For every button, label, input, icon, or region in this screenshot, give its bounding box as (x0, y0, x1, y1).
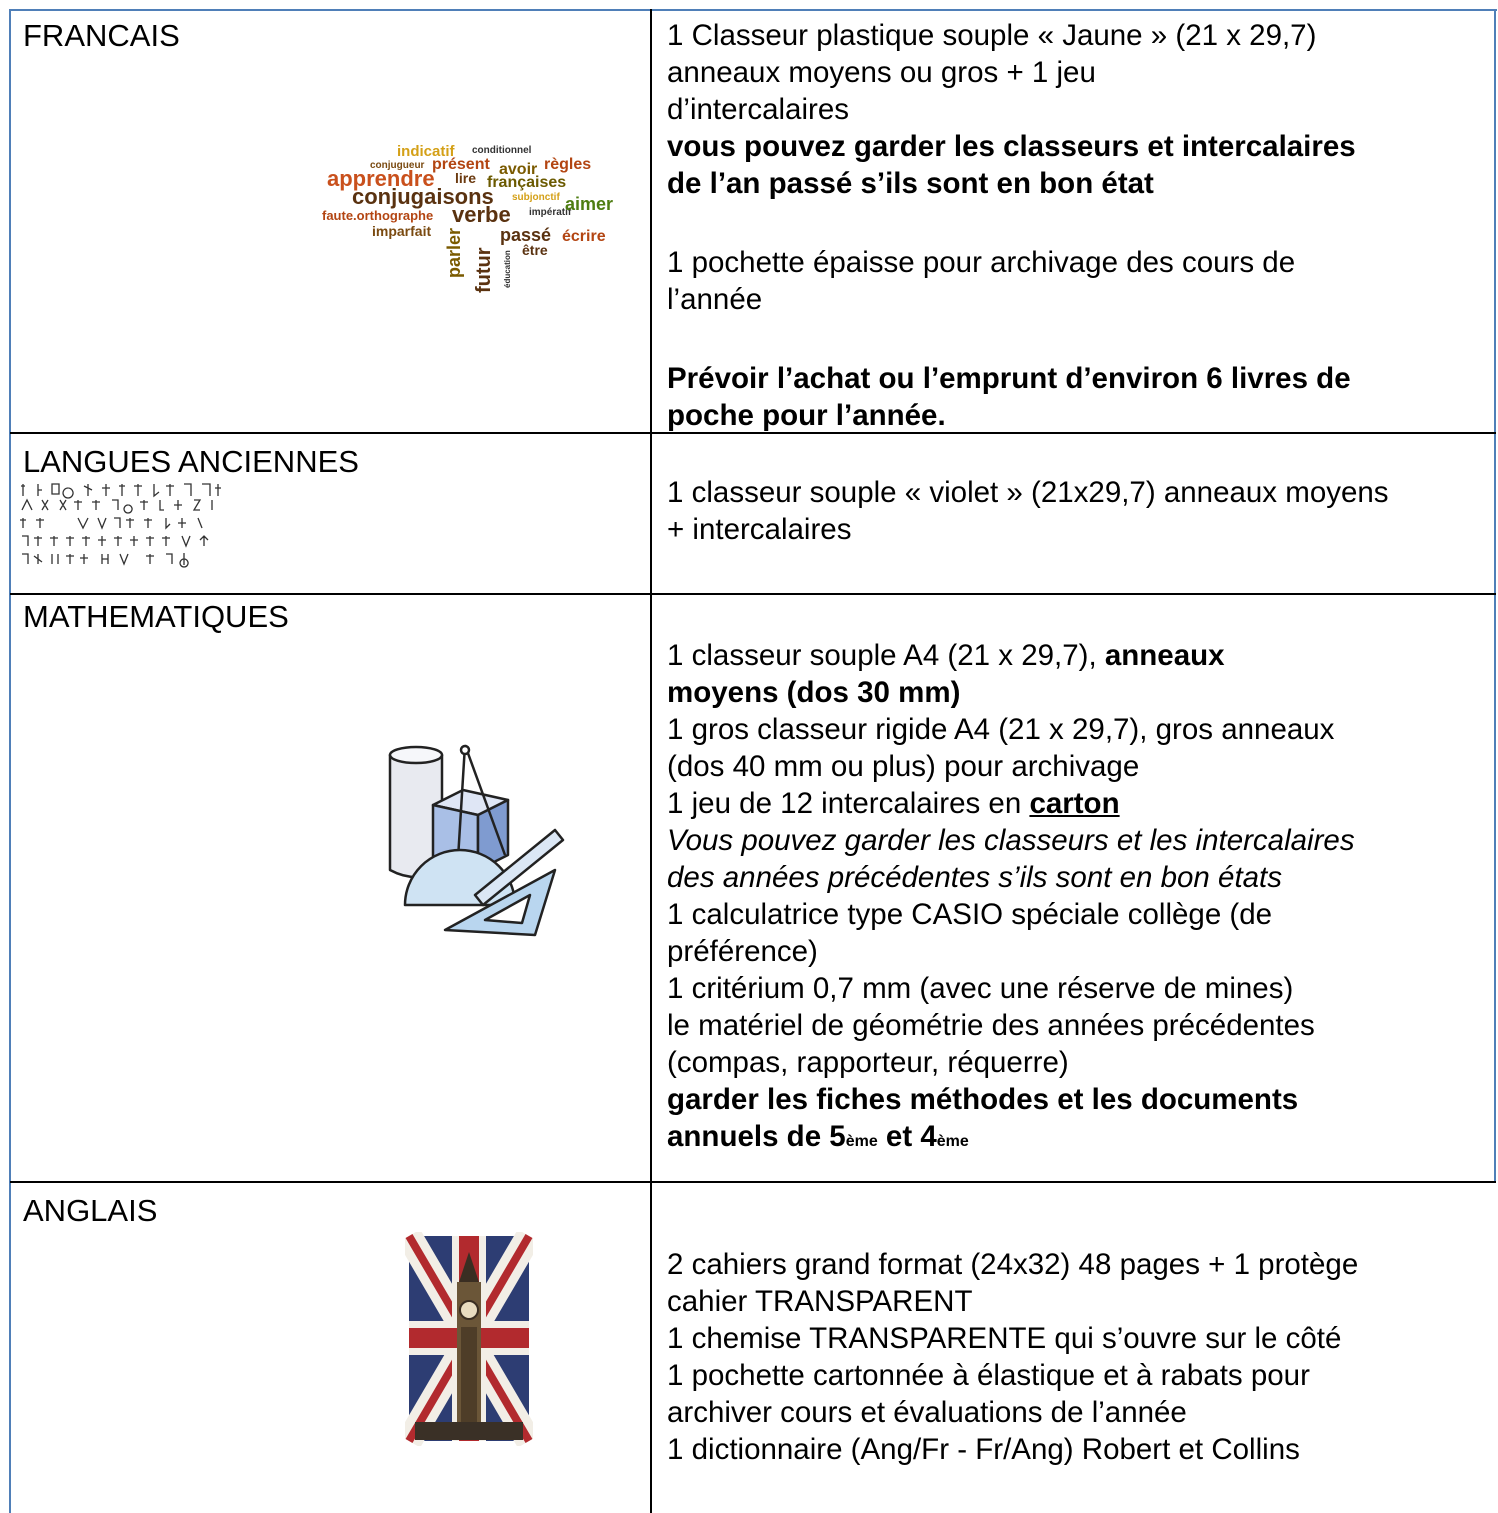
row-border (10, 432, 1496, 434)
spacer (667, 600, 1492, 637)
row-border (10, 593, 1496, 595)
line: 1 pochette cartonnée à élastique et à ra… (667, 1359, 1310, 1392)
geometry-image (388, 744, 565, 937)
bold-text: et 4 (877, 1120, 937, 1153)
line: anneaux moyens ou gros + 1 jeu (667, 56, 1096, 89)
word: parler (444, 228, 464, 278)
line: préférence) (667, 935, 818, 968)
line: de l’an passé s’ils sont en bon état (667, 165, 1492, 202)
spacer (667, 318, 1492, 360)
bold-text: anneaux (1104, 639, 1225, 672)
line: 1 dictionnaire (Ang/Fr - Fr/Ang) Robert … (667, 1433, 1300, 1466)
superscript: ème (845, 1133, 878, 1150)
cell: 2 cahiers grand format (24x32) 48 pages … (667, 1209, 1492, 1468)
word: indicatif (397, 143, 456, 160)
row-border (10, 1181, 1496, 1183)
flag-image (405, 1232, 533, 1446)
line: Prévoir l’achat ou l’emprunt d’environ 6… (667, 360, 1492, 397)
line: poche pour l’année. (667, 397, 1492, 434)
glyph-rows (20, 483, 221, 568)
word: règles (544, 156, 591, 173)
bold-underlined-text: carton (1029, 787, 1120, 820)
word: passé (500, 225, 551, 245)
subject: ANGLAIS (23, 1193, 158, 1228)
table-border (1494, 9, 1496, 1182)
word: françaises (487, 174, 566, 191)
bold-text: poche pour l’année. (667, 399, 946, 432)
italic-text: des années précédentes s’ils sont en bon… (667, 861, 1282, 894)
ancient-script-image (20, 483, 221, 568)
line: 1 classeur souple « violet » (21x29,7) a… (667, 476, 1389, 509)
word: apprendre (327, 166, 435, 191)
word-cloud: indicatif conditionnel conjugueur présen… (322, 143, 613, 293)
subject: LANGUES ANCIENNES (23, 444, 359, 479)
word: subjonctif (512, 192, 560, 203)
cell: 1 Classeur plastique souple « Jaune » (2… (667, 17, 1492, 434)
line: Vous pouvez garder les classeurs et les … (667, 822, 1492, 859)
line: annuels de 5ème et 4ème (667, 1118, 1492, 1160)
line: 1 pochette épaisse pour archivage des co… (667, 246, 1296, 279)
bold-text: annuels de 5 (667, 1120, 846, 1153)
spacer (667, 202, 1492, 244)
line: garder les fiches méthodes et les docume… (667, 1081, 1492, 1118)
line: 1 Classeur plastique souple « Jaune » (2… (667, 19, 1317, 52)
line: l’année (667, 283, 763, 316)
line: 1 calculatrice type CASIO spéciale collè… (667, 898, 1273, 931)
cell: 1 classeur souple A4 (21 x 29,7), anneau… (667, 600, 1492, 1160)
word: lire (455, 170, 476, 186)
word: éducation (503, 250, 512, 288)
superscript: ème (936, 1133, 969, 1150)
spacer (667, 1209, 1492, 1246)
bold-text: Prévoir l’achat ou l’emprunt d’environ 6… (667, 362, 1351, 395)
table-border (10, 9, 1497, 11)
word: verbe (452, 202, 511, 227)
word: futur (473, 247, 495, 293)
bold-text: de l’an passé s’ils sont en bon état (667, 167, 1154, 200)
bold-text: vous pouvez garder les classeurs et inte… (667, 130, 1356, 163)
word: aimer (565, 194, 613, 214)
line: cahier TRANSPARENT (667, 1285, 973, 1318)
line: vous pouvez garder les classeurs et inte… (667, 128, 1492, 165)
line: des années précédentes s’ils sont en bon… (667, 859, 1492, 896)
subject: FRANCAIS (23, 18, 180, 53)
word: impératif (529, 207, 572, 218)
cell: 1 classeur souple « violet » (21x29,7) a… (667, 474, 1492, 548)
word: avoir (499, 161, 537, 178)
bold-text: garder les fiches méthodes et les docume… (667, 1083, 1299, 1116)
text: 1 jeu de 12 intercalaires en (667, 787, 1030, 820)
text: 1 classeur souple A4 (21 x 29,7), (667, 639, 1105, 672)
line: 1 chemise TRANSPARENTE qui s’ouvre sur l… (667, 1322, 1342, 1355)
line: 1 gros classeur rigide A4 (21 x 29,7), g… (667, 713, 1335, 746)
line: d’intercalaires (667, 93, 849, 126)
line: 2 cahiers grand format (24x32) 48 pages … (667, 1248, 1359, 1281)
table-border (9, 9, 11, 1513)
word: conditionnel (472, 145, 532, 156)
line: moyens (dos 30 mm) (667, 674, 1492, 711)
line: 1 jeu de 12 intercalaires en carton (667, 785, 1492, 822)
word: faute.orthographe (322, 208, 433, 223)
subject: MATHEMATIQUES (23, 599, 289, 634)
word: écrire (562, 228, 606, 245)
line: le matériel de géométrie des années préc… (667, 1009, 1315, 1042)
word: conjugueur (370, 160, 425, 171)
line: (compas, rapporteur, réquerre) (667, 1046, 1069, 1079)
line: archiver cours et évaluations de l’année (667, 1396, 1187, 1429)
line: + intercalaires (667, 513, 852, 546)
line: 1 classeur souple A4 (21 x 29,7), anneau… (667, 637, 1492, 674)
word: conjugaisons (352, 184, 494, 209)
word: présent (432, 156, 490, 173)
line: (dos 40 mm ou plus) pour archivage (667, 750, 1140, 783)
word: être (522, 242, 548, 258)
bold-text: moyens (dos 30 mm) (667, 676, 961, 709)
table-border (650, 9, 652, 1513)
italic-text: Vous pouvez garder les classeurs et les … (667, 824, 1355, 857)
word: imparfait (372, 223, 431, 239)
line: 1 critérium 0,7 mm (avec une réserve de … (667, 972, 1294, 1005)
